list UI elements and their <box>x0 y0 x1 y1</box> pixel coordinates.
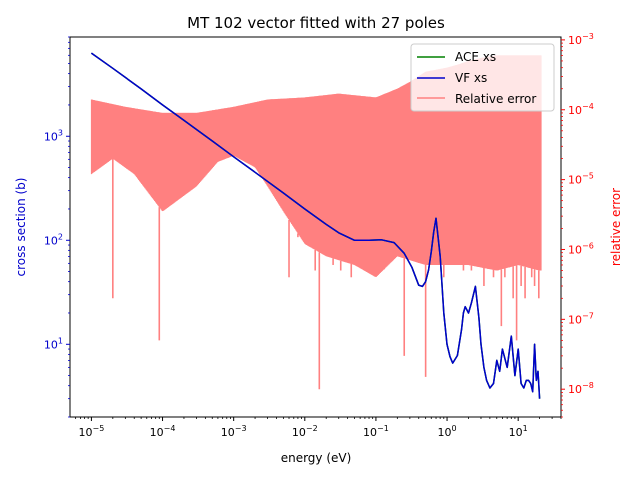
legend-label-vf-xs: VF xs <box>455 71 487 85</box>
y-axis-label: cross section (b) <box>14 178 28 277</box>
y-right-tick-label: 10−5 <box>568 172 594 187</box>
legend: ACE xs VF xs Relative error <box>410 43 555 112</box>
x-tick-label: 10−2 <box>292 424 318 439</box>
y-axis-ticks: 101 102 103 <box>44 36 70 418</box>
y-right-tick-label: 10−7 <box>568 311 594 326</box>
y-axis-right-label: relative error <box>609 188 623 266</box>
x-tick-label: 10−4 <box>150 424 176 439</box>
y-right-tick-label: 10−8 <box>568 381 594 396</box>
y-right-tick-label: 10−3 <box>568 32 594 47</box>
legend-label-ace-xs: ACE xs <box>455 50 496 64</box>
legend-label-relative-error: Relative error <box>455 92 536 106</box>
x-axis-label: energy (eV) <box>281 451 352 465</box>
legend-box <box>410 43 555 112</box>
y-right-tick-label: 10−4 <box>568 102 594 117</box>
y-tick-label: 103 <box>44 128 63 143</box>
chart-title: MT 102 vector fitted with 27 poles <box>187 14 445 32</box>
x-tick-label: 101 <box>509 424 528 439</box>
y-tick-label: 101 <box>44 336 63 351</box>
x-tick-label: 10−5 <box>79 424 105 439</box>
y-right-tick-label: 10−6 <box>568 241 594 256</box>
cross-section-layer <box>90 52 541 399</box>
y-tick-label: 102 <box>44 232 63 247</box>
y-axis-right-ticks: 10−8 10−7 10−6 10−5 10−4 10−3 <box>561 32 594 418</box>
x-tick-label: 100 <box>438 424 457 439</box>
x-tick-label: 10−3 <box>221 424 247 439</box>
plot-frame <box>69 36 562 418</box>
vf-xs-line <box>90 52 541 399</box>
relative-error-line <box>90 55 542 277</box>
x-axis-ticks: 10−5 10−4 10−3 10−2 10−1 100 101 <box>75 417 562 439</box>
x-tick-label: 10−1 <box>363 424 389 439</box>
